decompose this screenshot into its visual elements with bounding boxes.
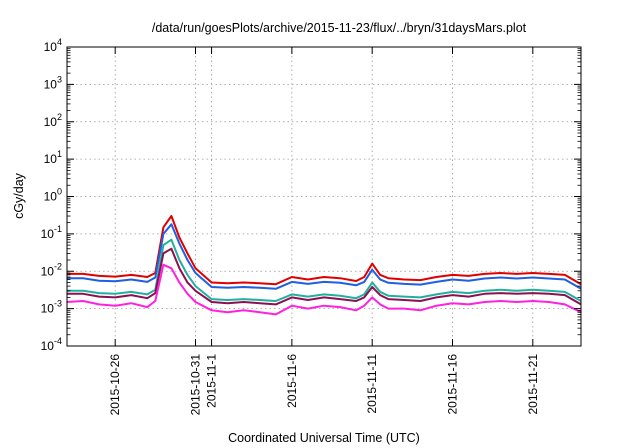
x-tick-label: 2015-10-26 xyxy=(108,354,122,416)
x-tick-label: 2015-11-1 xyxy=(205,354,219,408)
y-tick-label: 104 xyxy=(44,37,62,54)
y-tick-label: 10-3 xyxy=(41,299,62,316)
series-line-5 xyxy=(66,263,582,316)
grid-lines xyxy=(67,47,581,346)
axis-ticks xyxy=(67,46,581,347)
x-tick-label: 2015-11-6 xyxy=(285,354,299,408)
y-tick-labels: 10-4 10-3 10-2 10-1 100 101 102 103 104 xyxy=(41,37,62,353)
y-tick-label: 101 xyxy=(44,149,62,166)
series-line-4 xyxy=(67,247,582,306)
y-tick-label: 100 xyxy=(44,187,62,204)
x-tick-label: 2015-11-11 xyxy=(365,354,379,414)
x-tick-label: 2015-11-16 xyxy=(446,354,460,415)
chart-title: /data/run/goesPlots/archive/2015-11-23/f… xyxy=(152,21,527,35)
x-tick-label: 2015-11-21 xyxy=(526,354,540,415)
y-axis-label: cGy/day xyxy=(12,172,26,219)
x-tick-labels: 2015-10-26 2015-10-31 2015-11-1 2015-11-6 20… xyxy=(108,354,540,416)
data-series xyxy=(66,215,582,316)
y-tick-label: 103 xyxy=(44,74,62,91)
y-tick-label: 10-2 xyxy=(41,261,62,278)
y-tick-label: 10-4 xyxy=(41,336,62,353)
y-tick-label: 102 xyxy=(44,112,62,129)
series-line-2 xyxy=(67,223,582,290)
x-tick-label: 2015-10-31 xyxy=(189,354,203,416)
y-tick-label: 10-1 xyxy=(41,224,62,241)
x-axis-label: Coordinated Universal Time (UTC) xyxy=(228,431,420,445)
